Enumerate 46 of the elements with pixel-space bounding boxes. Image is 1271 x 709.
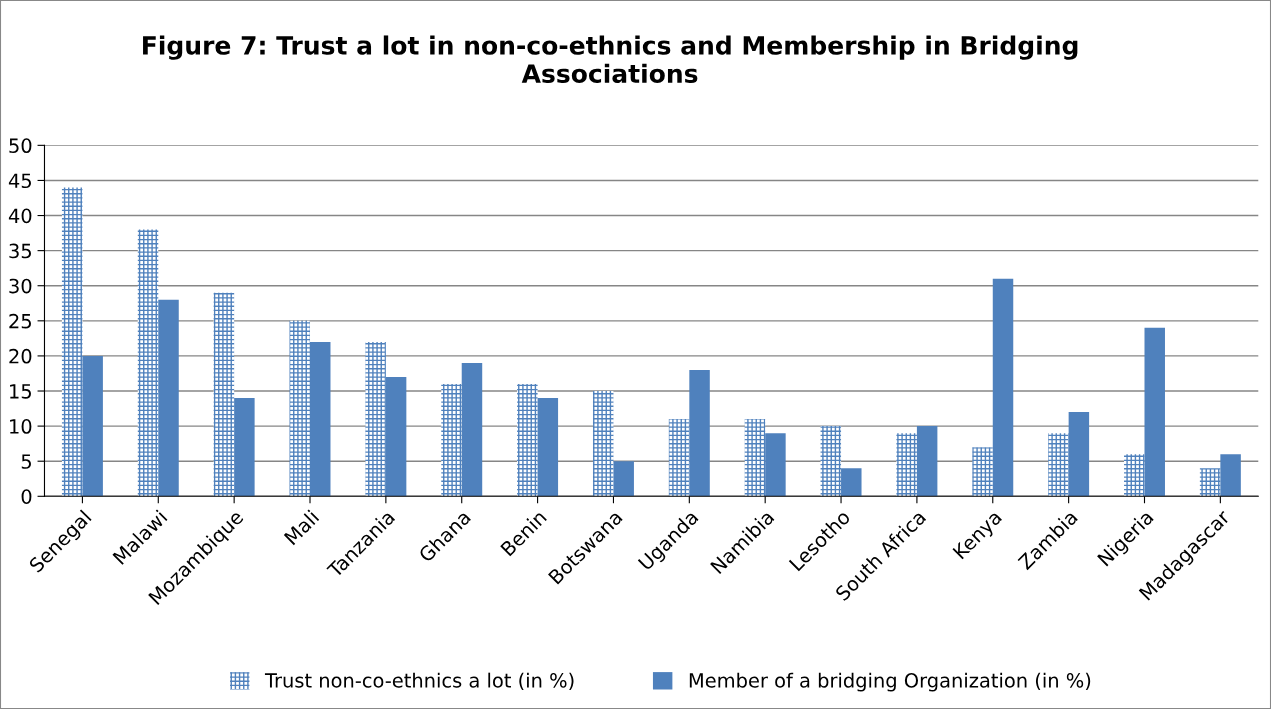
bar xyxy=(537,398,559,497)
bar xyxy=(841,468,862,497)
bar xyxy=(689,369,710,497)
bar xyxy=(461,362,483,497)
bar xyxy=(441,383,462,497)
bar xyxy=(820,426,842,497)
bar xyxy=(744,419,766,497)
y-tick-label: 50 xyxy=(9,138,32,154)
bar xyxy=(1199,468,1221,497)
bar xyxy=(992,278,1014,497)
legend-label: Member of a bridging Organization (in %) xyxy=(689,672,1091,692)
bar xyxy=(158,299,179,497)
bar xyxy=(213,292,235,497)
bar xyxy=(1124,454,1145,497)
bar xyxy=(1220,454,1241,497)
y-tick-label: 25 xyxy=(9,313,31,329)
bar xyxy=(234,398,255,497)
bar xyxy=(365,341,386,497)
bar xyxy=(82,355,103,497)
bar xyxy=(1144,327,1165,497)
bar xyxy=(765,433,786,497)
bar xyxy=(592,391,614,497)
bar xyxy=(289,320,310,497)
y-tick-label: 5 xyxy=(21,454,31,469)
bar xyxy=(310,341,331,497)
y-tick-label: 45 xyxy=(8,173,31,189)
bar xyxy=(916,426,938,497)
bar xyxy=(61,187,83,497)
legend-label: Trust non-co-ethnics a lot (in %) xyxy=(264,672,574,691)
bar xyxy=(137,229,159,497)
bar xyxy=(896,433,917,497)
y-tick-label: 15 xyxy=(10,384,31,399)
bar xyxy=(1048,433,1069,497)
y-tick-label: 10 xyxy=(10,419,32,434)
y-tick-label: 30 xyxy=(9,278,32,294)
bar xyxy=(972,447,993,497)
bar xyxy=(613,461,634,497)
bar xyxy=(668,419,690,497)
bar xyxy=(385,376,407,497)
y-tick-label: 0 xyxy=(21,489,32,504)
y-tick-label: 40 xyxy=(8,208,32,224)
bar xyxy=(1068,412,1090,497)
y-tick-label: 20 xyxy=(9,348,32,364)
y-tick-label: 35 xyxy=(9,243,31,259)
bar xyxy=(517,383,538,497)
chart-title: Figure 7: Trust a lot in non-co-ethnics and Membership in Bridging Associations xyxy=(143,35,1078,83)
